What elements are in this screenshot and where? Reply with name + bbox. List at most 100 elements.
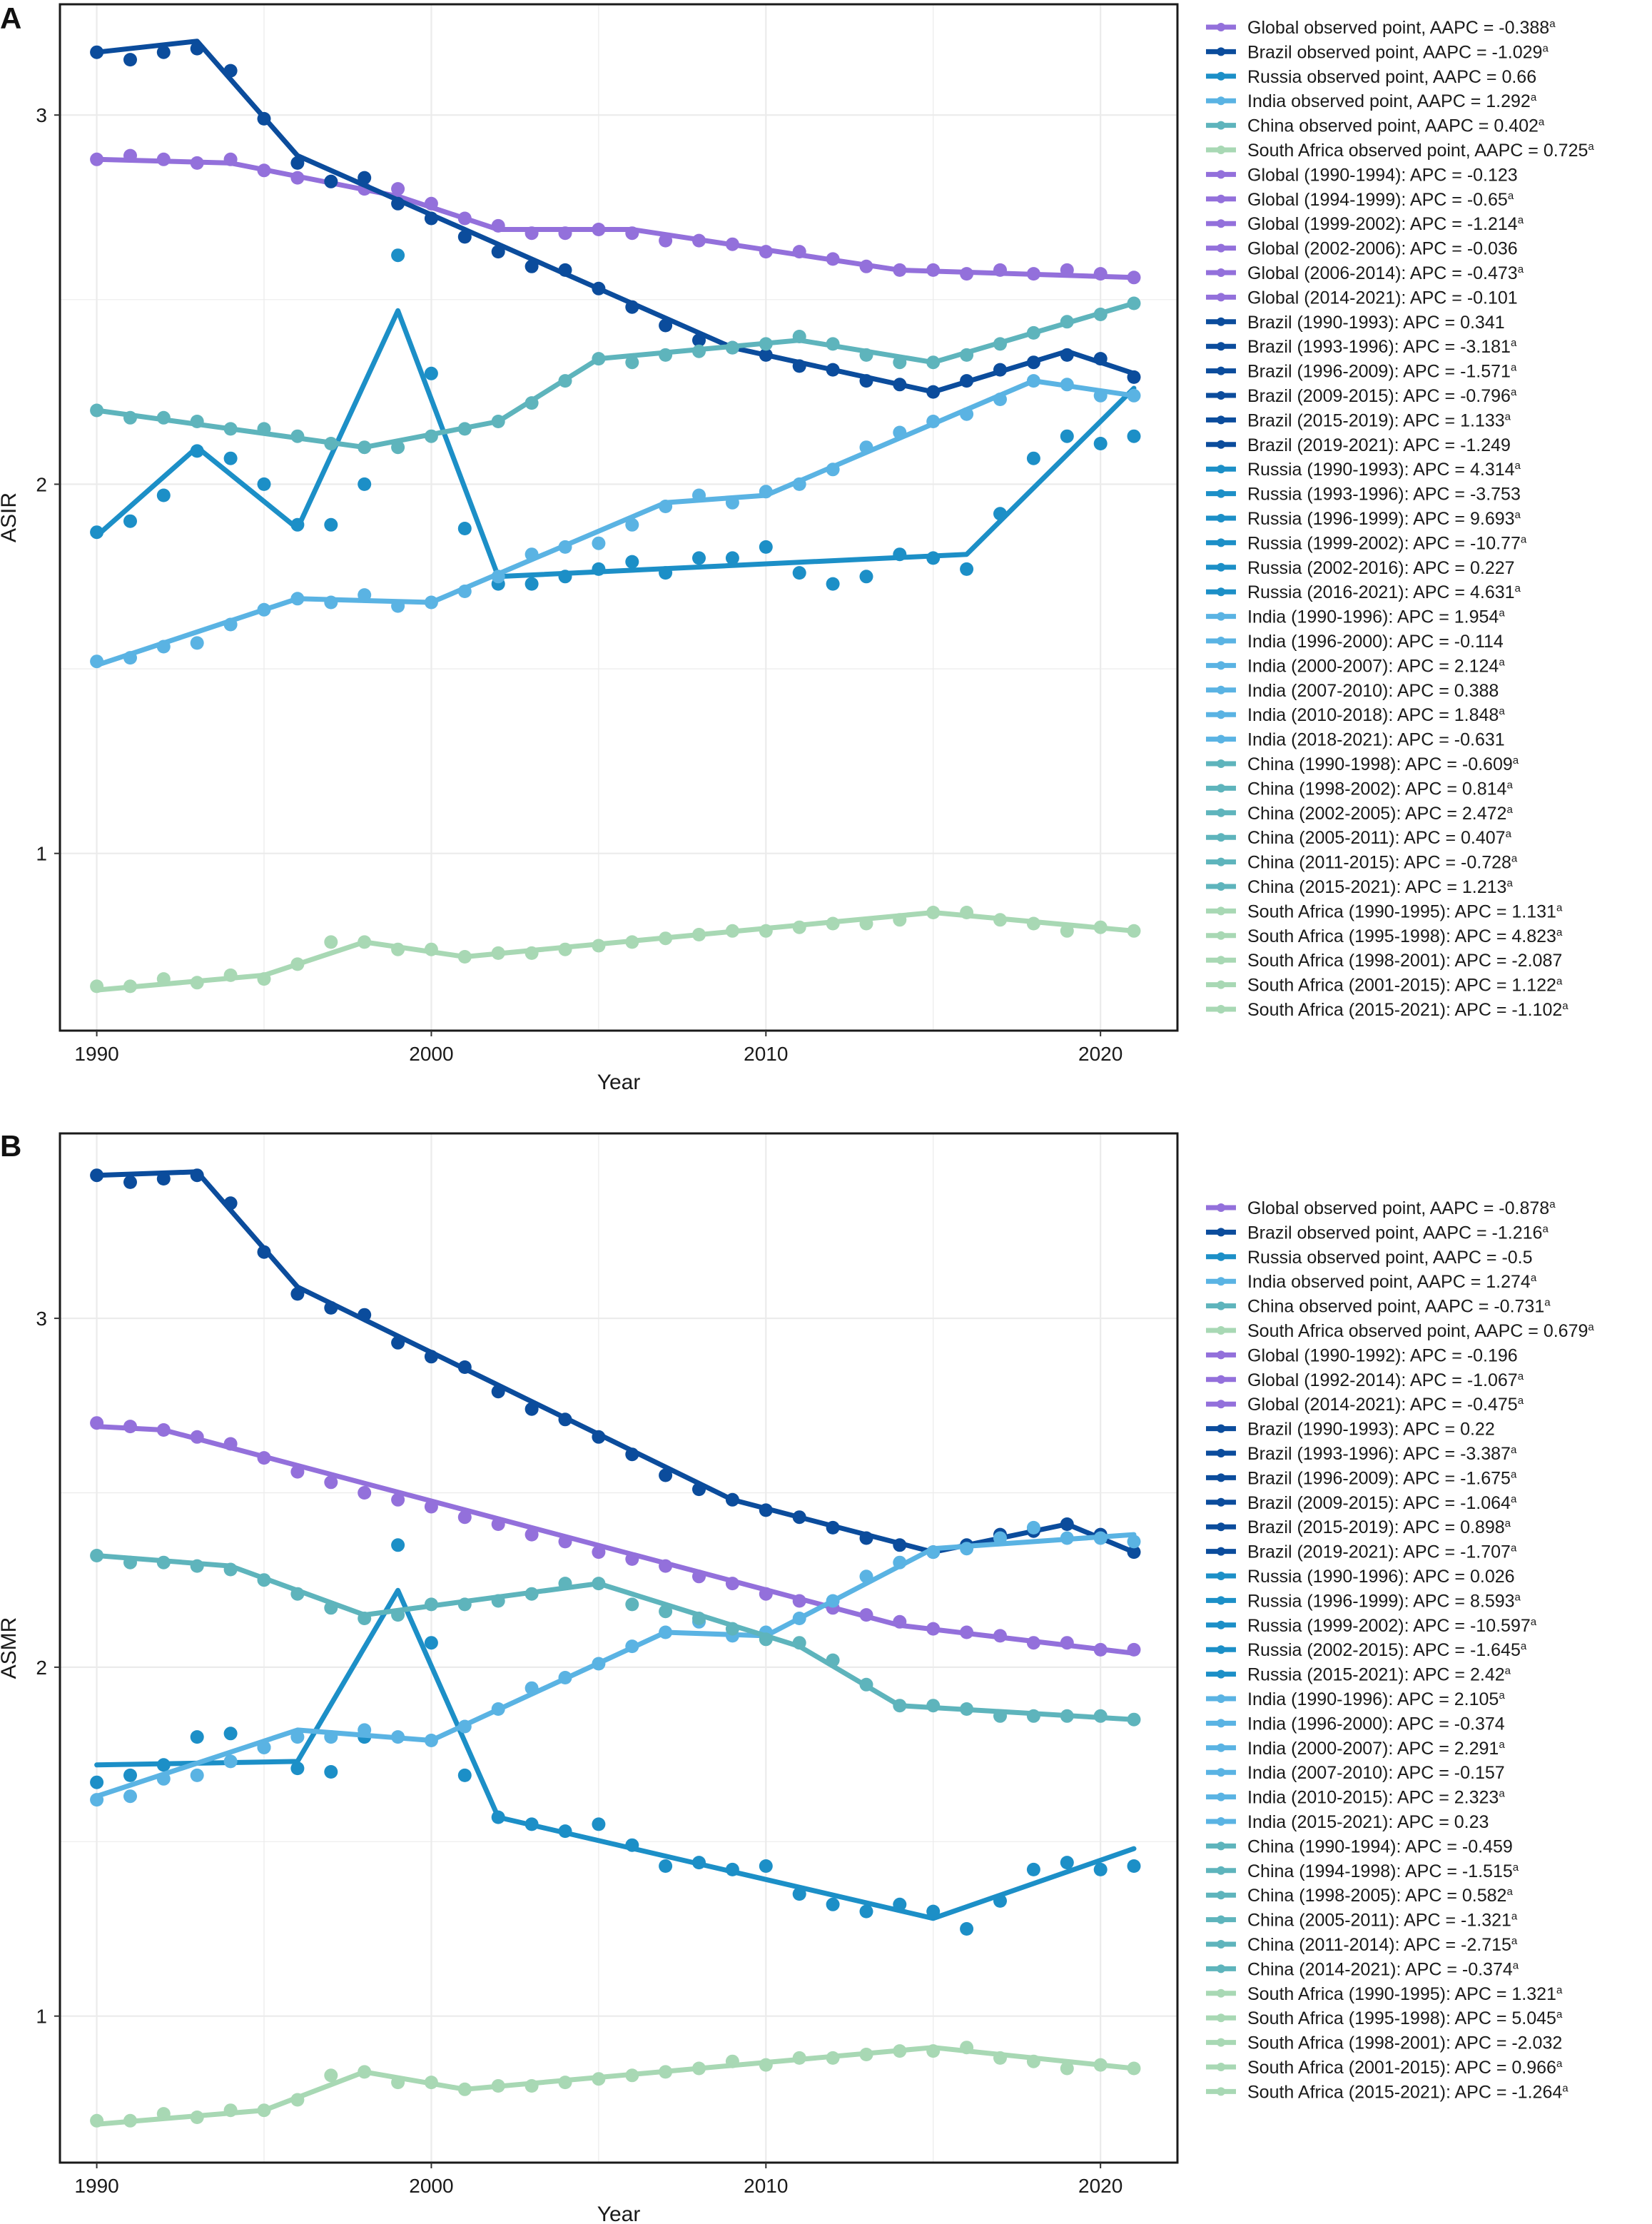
series-india (90, 374, 1141, 669)
data-point-india (926, 1545, 941, 1560)
data-point-russia (993, 507, 1007, 521)
legend: Global observed point, AAPC = -0.878a Bra… (1206, 1198, 1594, 2102)
data-point-russia (960, 562, 974, 576)
data-point-china (558, 1577, 572, 1591)
data-point-brazil (759, 1503, 773, 1517)
data-point-south-africa (759, 2058, 773, 2072)
data-point-south-africa (926, 2044, 941, 2058)
data-point-brazil (1026, 355, 1040, 370)
legend-key-point (1217, 808, 1225, 817)
legend-item: India (2007-2010): APC = -0.157 (1206, 1763, 1505, 1783)
data-point-brazil (391, 1335, 405, 1350)
data-point-global (156, 152, 171, 166)
y-axis-title: ASMR (0, 1617, 21, 1679)
data-point-russia (290, 1761, 305, 1776)
data-point-south-africa (725, 924, 739, 938)
legend-item: China (2011-2014): APC = -2.715a (1206, 1935, 1518, 1955)
legend-key-point (1217, 170, 1225, 179)
data-point-russia (659, 566, 673, 580)
legend-label: Brazil observed point, AAPC = -1.029a (1247, 42, 1549, 62)
data-point-russia (190, 444, 204, 458)
legend-item: Global (1999-2002): APC = -1.214a (1206, 214, 1524, 234)
legend-label: China (2002-2005): APC = 2.472a (1247, 804, 1513, 824)
data-point-south-africa (625, 935, 639, 949)
data-point-south-africa (1127, 924, 1141, 938)
data-point-china (491, 415, 505, 428)
legend-label: India (2007-2010): APC = 0.388 (1247, 681, 1499, 701)
data-point-brazil (391, 196, 405, 211)
legend-label: Russia (1993-1996): APC = -3.753 (1247, 485, 1521, 505)
legend-item: Global (1990-1994): APC = -0.123 (1206, 165, 1518, 185)
data-point-china (993, 337, 1007, 351)
data-point-china (223, 422, 238, 436)
legend-item: Russia (1999-2002): APC = -10.77a (1206, 533, 1527, 553)
data-point-china (290, 429, 305, 443)
data-point-china (558, 374, 572, 388)
data-point-brazil (859, 374, 873, 388)
data-point-south-africa (324, 935, 338, 949)
data-point-south-africa (993, 913, 1007, 927)
legend-item: Brazil (1990-1993): APC = 0.22 (1206, 1420, 1495, 1440)
legend-key-point (1217, 980, 1225, 989)
legend-item: India (2018-2021): APC = -0.631 (1206, 730, 1505, 750)
legend-key-point (1217, 1473, 1225, 1482)
data-point-brazil (424, 1350, 438, 1364)
legend-key-point (1217, 465, 1225, 474)
data-point-south-africa (290, 957, 305, 971)
data-point-india (592, 1657, 606, 1671)
data-point-china (190, 415, 204, 428)
data-point-brazil (592, 1430, 606, 1444)
data-point-russia (1026, 451, 1040, 465)
data-point-south-africa (457, 950, 472, 964)
legend-key-point (1217, 1940, 1225, 1948)
legend-label: India (1990-1996): APC = 2.105a (1247, 1689, 1505, 1709)
data-point-india (290, 1730, 305, 1744)
data-point-brazil (692, 1482, 706, 1497)
legend-label: South Africa (1998-2001): APC = -2.087 (1247, 951, 1562, 971)
legend-key-point (1217, 931, 1225, 940)
data-point-brazil (525, 1402, 539, 1416)
data-point-india (324, 1730, 338, 1744)
data-point-global (1060, 263, 1074, 277)
data-point-china (725, 1622, 739, 1636)
legend-item: India (1990-1996): APC = 1.954a (1206, 607, 1505, 627)
data-point-russia (223, 451, 238, 465)
x-tick-label: 1990 (74, 2175, 118, 2197)
legend-label: South Africa (1995-1998): APC = 4.823a (1247, 926, 1563, 946)
data-point-global (960, 1625, 974, 1639)
trend-line-south-africa (94, 2045, 1137, 2127)
data-point-russia (1026, 1862, 1040, 1876)
legend-key-point (1217, 1841, 1225, 1851)
legend-label: India (2000-2007): APC = 2.291a (1247, 1739, 1505, 1759)
data-point-brazil (525, 259, 539, 273)
data-point-global (926, 263, 941, 277)
data-point-china (926, 355, 941, 370)
data-point-russia (1093, 437, 1108, 450)
data-point-china (893, 1699, 907, 1713)
data-point-india (257, 602, 271, 617)
legend-item: Global (1992-2014): APC = -1.067a (1206, 1370, 1524, 1390)
y-axis-title: ASIR (0, 492, 21, 542)
legend-label: Brazil (2019-2021): APC = -1.707a (1247, 1542, 1517, 1562)
legend-label: Russia (1999-2002): APC = -10.597a (1247, 1616, 1537, 1636)
legend-key-point (1217, 47, 1225, 56)
data-point-russia (525, 577, 539, 591)
data-point-global (223, 1437, 238, 1451)
data-point-china (491, 1594, 505, 1608)
legend-label: Global (2002-2006): APC = -0.036 (1247, 239, 1518, 259)
data-point-russia (491, 1810, 505, 1824)
data-point-russia (926, 1904, 941, 1919)
legend-item: India (2000-2007): APC = 2.291a (1206, 1739, 1505, 1759)
data-point-south-africa (1026, 916, 1040, 931)
data-point-russia (659, 1859, 673, 1873)
legend-label: Global (2014-2021): APC = -0.101 (1247, 288, 1518, 308)
data-point-china (692, 344, 706, 358)
legend-key-point (1217, 1694, 1225, 1703)
legend-label: India (2007-2010): APC = -0.157 (1247, 1763, 1505, 1783)
legend-label: Brazil (1993-1996): APC = -3.181a (1247, 337, 1517, 357)
data-point-india (223, 1754, 238, 1769)
data-point-russia (391, 1538, 405, 1552)
legend-label: Global (1992-2014): APC = -1.067a (1247, 1370, 1524, 1390)
trend-line-south-africa (94, 910, 1137, 993)
legend-label: Global (2006-2014): APC = -0.473a (1247, 263, 1524, 283)
